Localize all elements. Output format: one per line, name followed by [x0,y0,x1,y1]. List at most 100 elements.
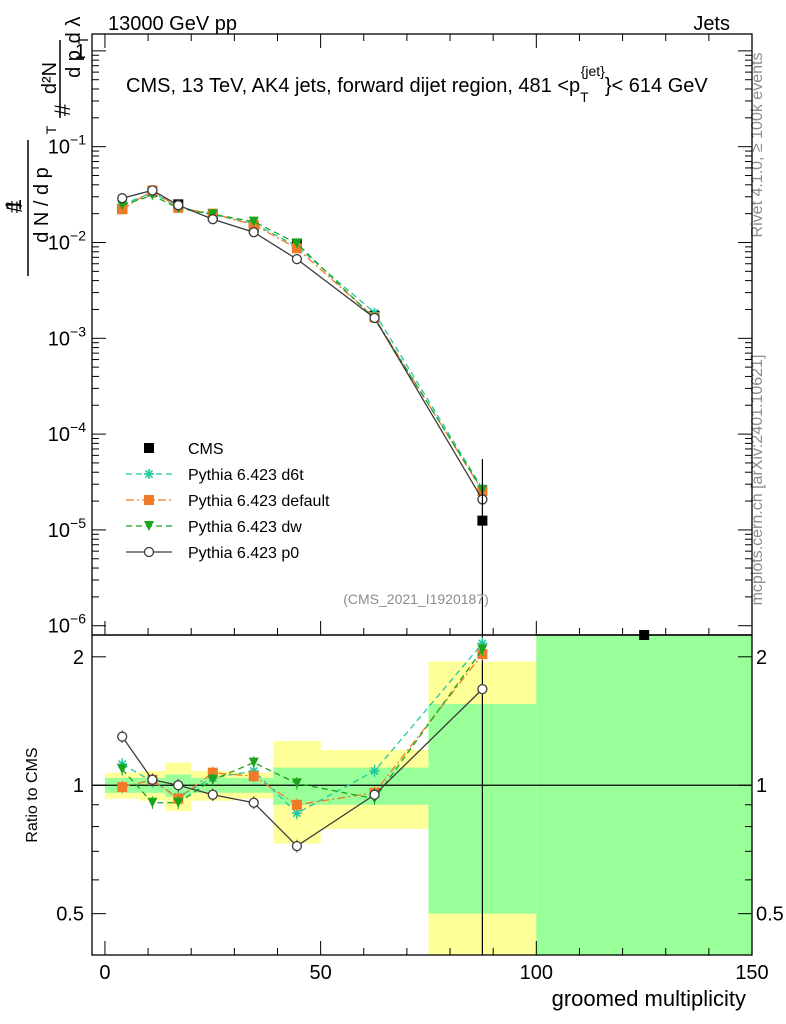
ratio-point-dw-3 [207,774,218,785]
ytick-base: 10 [48,232,70,254]
ratio-point-p0-2 [173,780,184,791]
ytick-base: 10 [48,616,70,638]
legend-marker-cms [144,443,154,453]
ylabel-hash: # [2,200,27,213]
legend-marker-p0 [143,546,155,558]
ytick-exponent: −5 [70,515,86,531]
main-line-default [121,189,483,492]
legend-label-p0: Pythia 6.423 p0 [188,545,299,562]
ylabel-dpT-dlam: d p [63,50,85,78]
ratio-point-dw-0 [117,764,128,775]
ylabel-d2N: d²N [39,62,61,94]
main-point-p0-0 [117,193,128,204]
ratio-ylabel: Ratio to CMS [24,747,41,842]
title-part-superscript: {jet} [581,63,605,79]
ratio-ytick-label-right-1: 1 [756,775,767,797]
ytick-base: 10 [48,328,70,350]
ylabel-dlambda: d λ [63,17,85,44]
header-right: Jets [693,13,730,35]
ytick-base: 10 [48,424,70,446]
main-point-p0-3 [207,214,218,225]
ratio-uncertainty-bands [92,635,752,955]
ratio-point-p0-5 [291,840,303,852]
legend-label-d6t: Pythia 6.423 d6t [188,467,304,484]
ratio-ytick-label-0: 0.5 [56,904,84,926]
ytick-base: 10 [48,137,70,159]
main-line-dw [121,194,483,491]
ratio-panel-series [117,637,488,853]
ytick-exponent: −4 [70,419,86,435]
legend-marker-default [144,495,154,505]
ytick-exponent: −3 [70,323,86,339]
ratio-ytick-label-2: 2 [73,647,84,669]
ratio-line-dw [121,649,483,804]
ratio-point-dw-4 [248,757,259,768]
ylabel-T-1: T [43,125,59,134]
xtick-label-1: 50 [310,962,332,984]
legend-marker-dw [144,521,154,531]
main-ytick-label-5: 10−5 [48,515,86,542]
legend: CMS Pythia 6.423 d6t Pythia 6.423 default P… [126,441,330,562]
ratio-line-d6t [121,643,483,814]
ytick-exponent: −1 [70,132,86,148]
ratio-point-default-0 [117,782,128,793]
ratio-frame [91,634,753,956]
xtick-label-2: 100 [520,962,553,984]
legend-label-dw: Pythia 6.423 dw [188,519,302,536]
xtick-label-3: 150 [735,962,768,984]
main-ytick-label-0: 1 [75,41,86,63]
ratio-point-d6t-5-stroke [292,809,302,818]
main-point-dw-5 [291,238,302,249]
title-part-subscript: T [580,89,589,105]
main-ytick-label-6: 10−6 [48,611,86,638]
ratio-point-p0-1 [147,774,158,785]
xtick-label-0: 0 [99,962,110,984]
ylabel-dN-dpT: d N / d p [31,167,53,243]
ratio-point-default-3 [207,767,218,778]
ratio-point-p0-3 [207,789,218,800]
main-point-dw-0 [117,200,128,211]
ylabel-T-2: T [75,35,91,44]
ratio-point-p0-4 [248,797,259,808]
ratio-point-d6t-6 [369,765,380,776]
ylabel-one: 1 [1,199,26,211]
ratio-point-p0-0 [117,731,128,742]
ratio-ytick-label-right-0: 0.5 [756,904,784,926]
axes [91,33,753,956]
legend-marker-d6t [144,469,154,479]
ratio-point-default-5 [291,799,302,810]
title-part-end: }< 614 GeV [605,75,709,97]
analysis-watermark: (CMS_2021_I1920187) [343,591,489,607]
main-point-p0-6 [369,312,380,324]
xlabel: groomed multiplicity [552,986,746,1011]
ratio-point-d6t-6-stroke [370,766,379,776]
ratio-point-p0-7 [477,683,488,695]
ratio-point-dw-2 [173,797,184,808]
main-ytick-label-1: 10−1 [48,132,86,159]
ratio-point-dw-5 [291,778,302,789]
title-part-1: CMS, 13 TeV, AK4 jets, forward dijet reg… [126,75,580,97]
main-line-p0 [122,189,483,500]
ytick-base: 10 [48,520,70,542]
ratio-point-default-4 [248,771,259,782]
main-point-p0-4 [248,227,259,238]
band-green-8 [536,635,752,955]
ratio-point-dw-1 [147,797,158,808]
ratio-ytick-label-1: 1 [73,775,84,797]
legend-label-cms: CMS [188,441,224,458]
chart-title: CMS, 13 TeV, AK4 jets, forward dijet reg… [126,63,708,105]
header-left: 13000 GeV pp [108,13,237,35]
main-panel-series [117,185,752,955]
legend-label-default: Pythia 6.423 default [188,493,330,510]
main-line-d6t [121,192,483,489]
rivet-label: Rivet 4.1.0, ≥ 100k events [749,53,766,238]
ratio-ytick-label-right-2: 2 [756,647,767,669]
ytick-exponent: −2 [70,227,86,243]
ylabel-hash-2: # [50,103,75,116]
main-ytick-label-4: 10−4 [48,419,86,446]
legend-marker-d6t-stroke [144,469,154,479]
main-point-p0-2 [173,200,184,211]
ratio-point-p0-6 [369,789,380,800]
